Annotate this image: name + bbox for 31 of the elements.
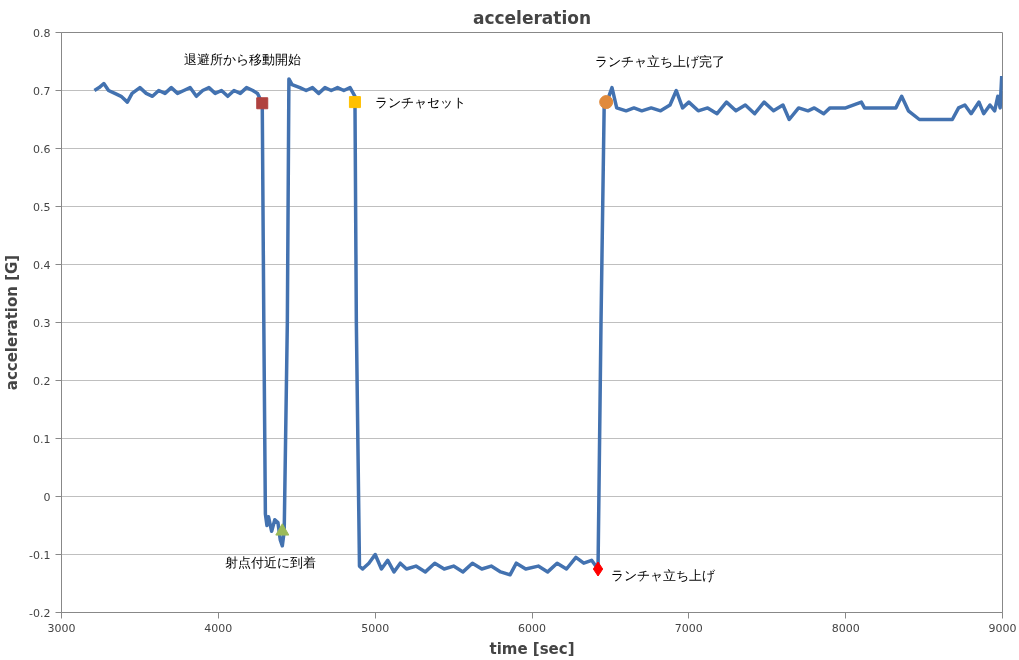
y-tick-label: 0.4 xyxy=(33,258,51,272)
y-tick-label: 0.6 xyxy=(33,142,51,156)
x-tick-label: 6000 xyxy=(518,621,546,635)
point xyxy=(348,96,361,109)
x-tick-label: 4000 xyxy=(204,621,233,635)
annotation: ランチャセット xyxy=(374,94,466,110)
annotation: 射点付近に到着 xyxy=(224,555,316,571)
chart-title: acceleration xyxy=(472,7,592,28)
y-tick-label: 0.1 xyxy=(33,432,51,446)
y-tick-label: 0.5 xyxy=(33,200,51,214)
y-tick-label: 0.8 xyxy=(33,26,51,40)
x-tick-label: 9000 xyxy=(988,621,1017,635)
point xyxy=(592,561,604,577)
x-tick-label: 8000 xyxy=(831,621,860,635)
y-axis-title: acceleration [G] xyxy=(3,254,22,391)
y-tick-label: -0.2 xyxy=(29,606,51,620)
annotation: 退避所から移動開始 xyxy=(183,51,301,67)
y-tick-label: 0.3 xyxy=(33,316,51,330)
x-axis-title: time [sec] xyxy=(489,639,575,658)
annotation: ランチャ立ち上げ完了 xyxy=(595,53,726,69)
point xyxy=(275,523,290,536)
y-tick-label: -0.1 xyxy=(29,548,51,562)
y-tick-label: 0.7 xyxy=(33,84,51,98)
annotation: ランチャ立ち上げ xyxy=(611,567,717,583)
x-tick-label: 5000 xyxy=(361,621,390,635)
point xyxy=(256,97,269,110)
point xyxy=(599,95,614,110)
y-tick-label: 0 xyxy=(43,490,51,504)
y-tick-label: 0.2 xyxy=(33,374,51,388)
x-tick-label: 7000 xyxy=(674,621,703,635)
x-tick-label: 3000 xyxy=(47,621,76,635)
